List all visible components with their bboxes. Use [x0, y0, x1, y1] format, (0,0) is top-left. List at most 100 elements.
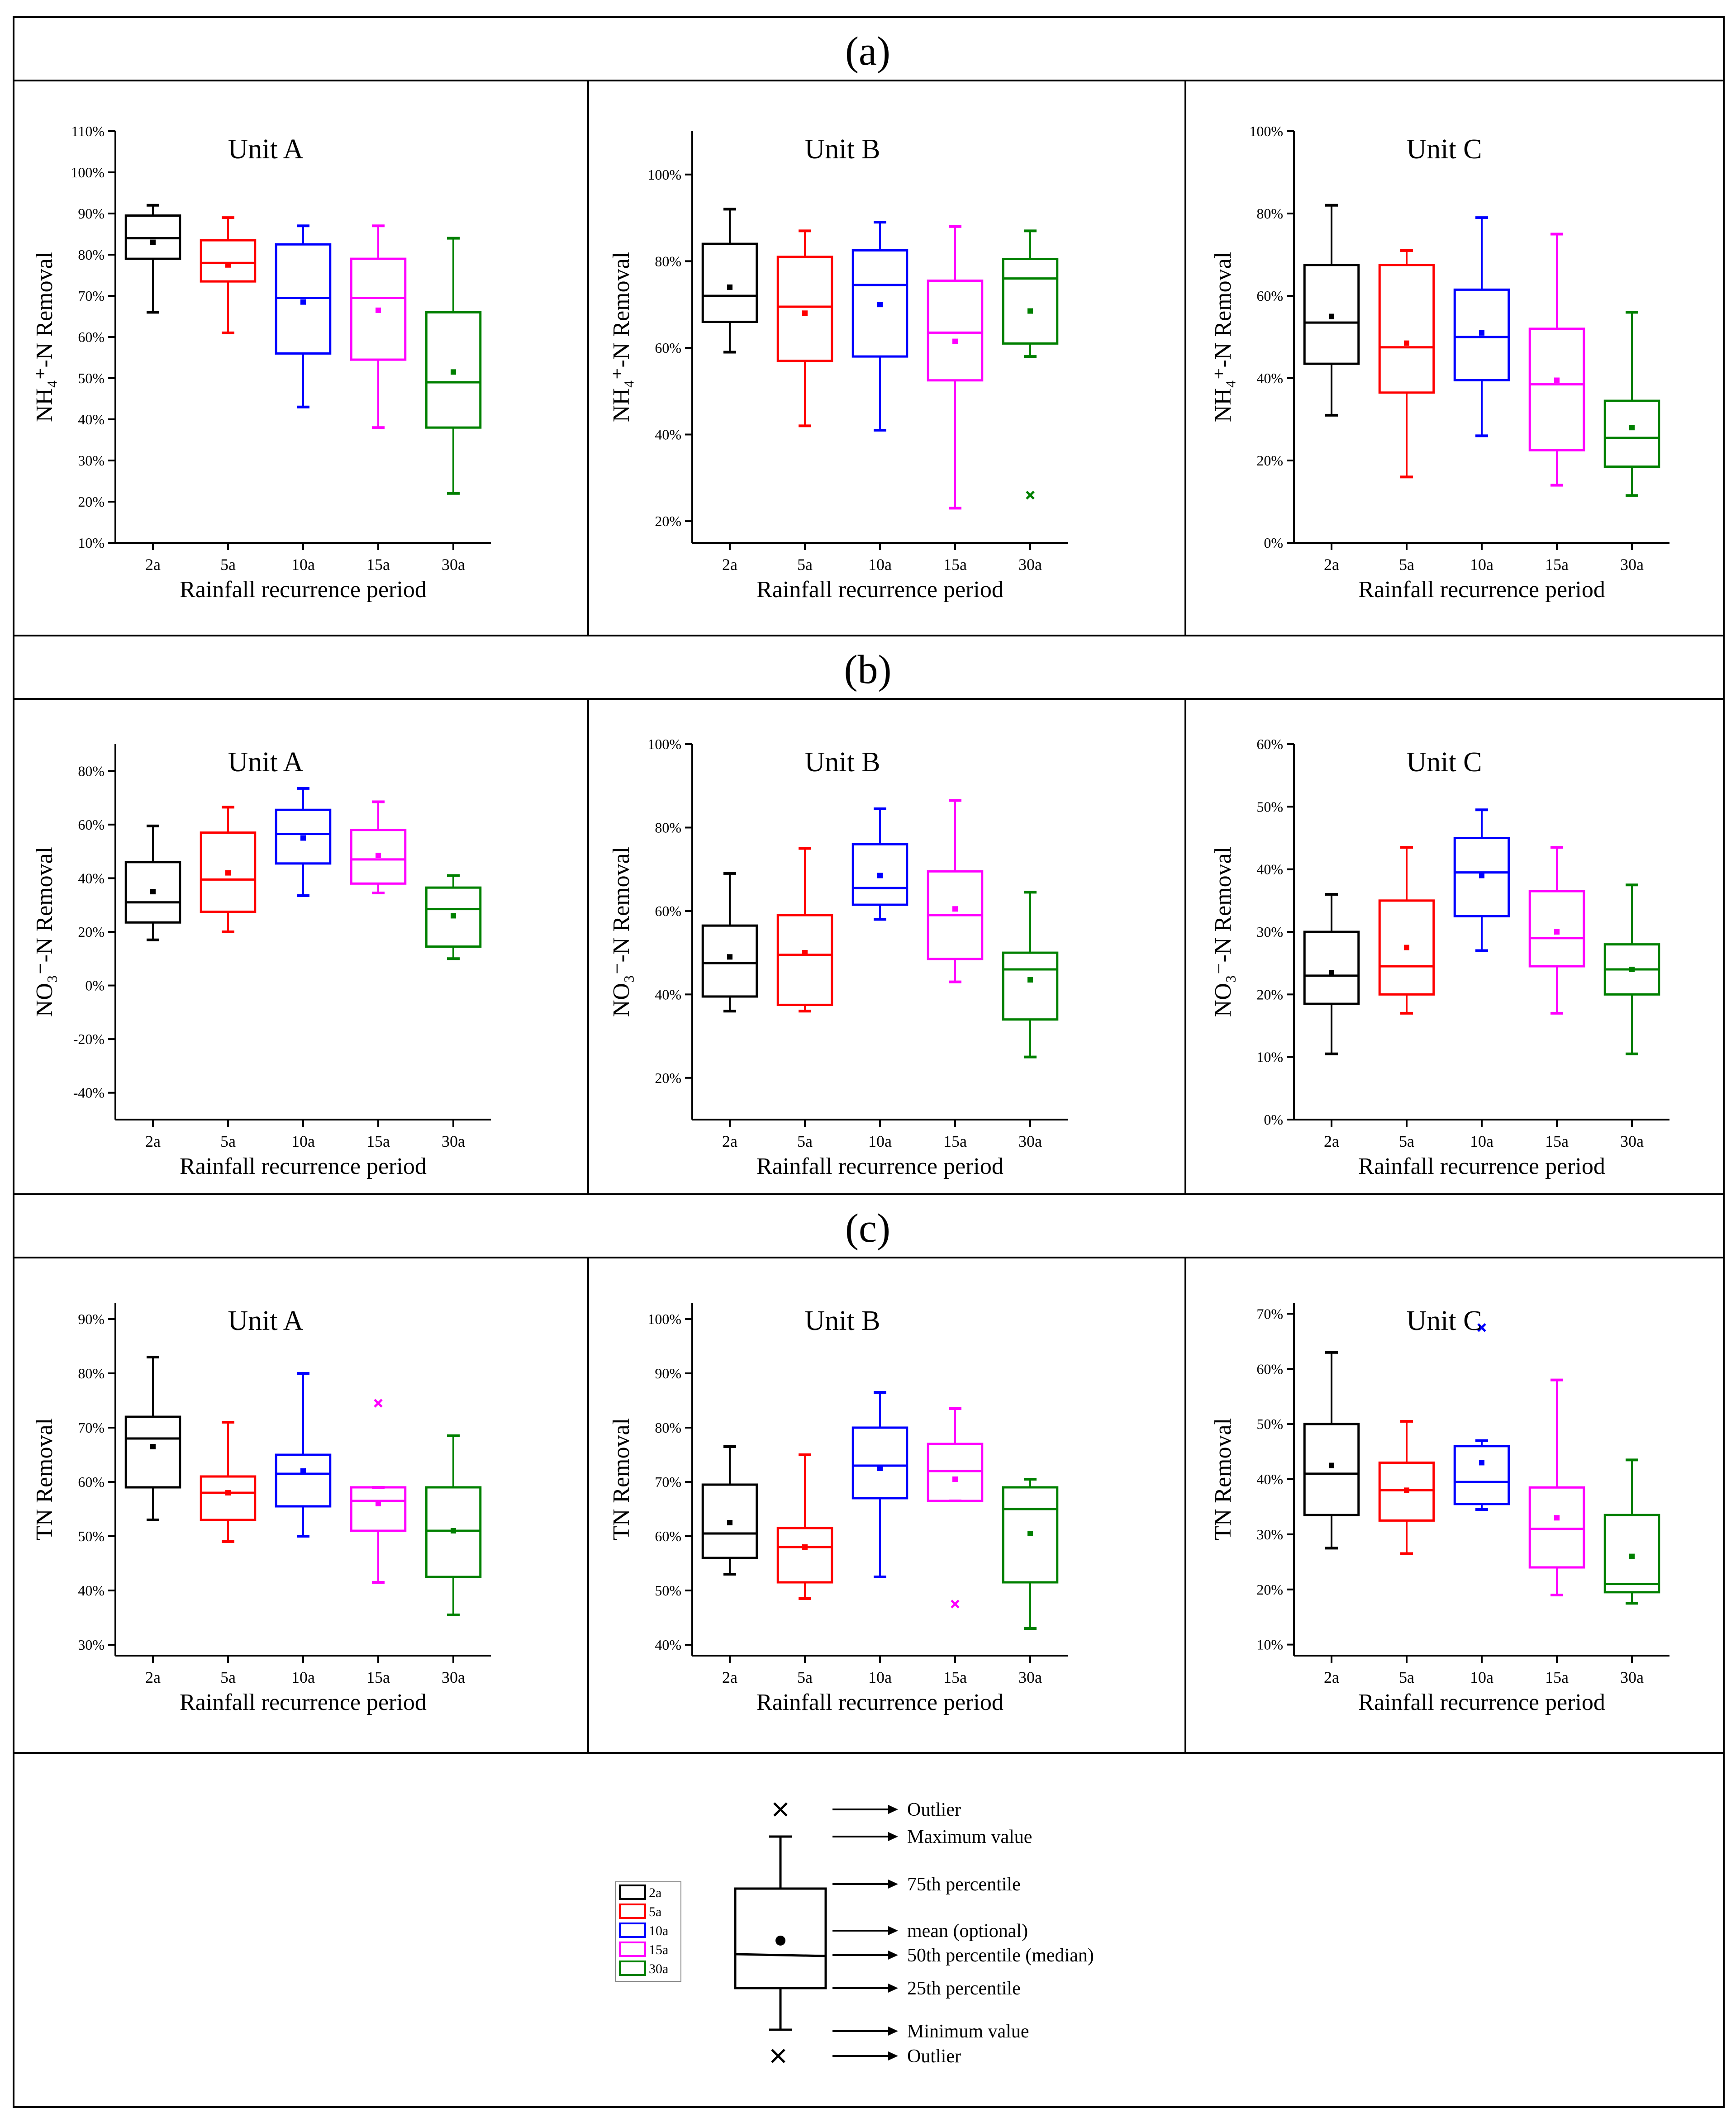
- mean-marker: [451, 913, 456, 919]
- mean-marker: [1629, 967, 1635, 972]
- box-10a: [1453, 808, 1510, 952]
- y-tick-label: 20%: [78, 924, 105, 940]
- chart-title: Unit A: [228, 1305, 303, 1336]
- y-tick-label: 0%: [85, 978, 105, 994]
- x-axis-label: Rainfall recurrence period: [1358, 1690, 1605, 1715]
- y-tick-label: 80%: [78, 1365, 105, 1381]
- mean-marker: [952, 906, 958, 912]
- iqr-box: [1378, 1461, 1435, 1522]
- box-30a: [1002, 891, 1059, 1059]
- schematic-outlier-bottom: [771, 2049, 785, 2063]
- y-tick-label: 70%: [78, 1419, 105, 1436]
- legend-label-2a: 2a: [649, 1885, 661, 1900]
- y-tick-label: 80%: [655, 1419, 681, 1436]
- mean-marker: [1479, 1460, 1484, 1466]
- y-tick-label: 0%: [1264, 535, 1283, 551]
- mean-marker: [451, 369, 456, 375]
- mean-marker: [376, 853, 381, 859]
- annotation-maximum: Maximum value: [907, 1827, 1032, 1847]
- box-30a: [1603, 1458, 1660, 1605]
- section-label-c: (c): [845, 1206, 890, 1251]
- x-tick-label: 30a: [1018, 1132, 1042, 1150]
- box-5a: [776, 229, 833, 427]
- y-tick-label: 60%: [655, 1528, 681, 1544]
- y-tick-label: 110%: [71, 123, 105, 139]
- iqr-box: [1528, 890, 1585, 968]
- box-5a: [1378, 1420, 1435, 1555]
- x-tick-label: 15a: [366, 1132, 390, 1150]
- y-tick-label: 40%: [1256, 370, 1283, 386]
- section-label-b: (b): [844, 647, 892, 692]
- x-tick-label: 2a: [145, 1668, 161, 1686]
- mean-marker: [952, 338, 958, 344]
- x-tick-label: 2a: [1324, 1132, 1339, 1150]
- y-tick-label: 90%: [78, 205, 105, 222]
- x-axis-label: Rainfall recurrence period: [180, 1690, 427, 1715]
- schematic-outlier-top: [773, 1802, 788, 1817]
- chart-title: Unit C: [1406, 747, 1482, 778]
- mean-marker: [1027, 977, 1033, 983]
- y-tick-label: 50%: [655, 1582, 681, 1599]
- y-tick-label: 60%: [78, 817, 105, 833]
- y-axis-label: NH₄⁺-N Removal: [32, 252, 57, 422]
- y-axis-label: NO₃⁻-N Removal: [32, 847, 57, 1017]
- y-tick-label: 20%: [78, 494, 105, 510]
- iqr-box: [1453, 288, 1510, 382]
- mean-marker: [1404, 340, 1409, 346]
- iqr-box: [1002, 258, 1059, 345]
- y-tick-label: 10%: [1256, 1637, 1283, 1653]
- y-tick-label: 40%: [655, 986, 681, 1002]
- iqr-box: [350, 257, 407, 361]
- y-tick-label: 100%: [1249, 123, 1283, 139]
- mean-marker: [1554, 929, 1560, 935]
- mean-marker: [225, 870, 231, 876]
- box-2a: [124, 824, 181, 941]
- mean-marker: [877, 1466, 883, 1471]
- box-30a: [1603, 311, 1660, 497]
- arrow-icon: [832, 1805, 898, 1814]
- chart-9: 10% 20% 30% 40% 50% 60% 70% 2a 5a 10a 15a 30a Unit C…: [1210, 1303, 1669, 1715]
- chart-title: Unit B: [804, 134, 880, 165]
- y-axis-label: TN Removal: [32, 1418, 57, 1540]
- iqr-box: [425, 311, 482, 429]
- arrow-head: [888, 1984, 898, 1993]
- box-5a: [776, 847, 833, 1013]
- box-15a: [927, 1407, 984, 1609]
- mean-marker: [802, 310, 808, 316]
- y-tick-label: 80%: [1256, 205, 1283, 222]
- y-tick-label: 40%: [1256, 1471, 1283, 1487]
- box-10a: [275, 787, 332, 897]
- x-tick-label: 30a: [1018, 1668, 1042, 1686]
- annotation-minimum: Minimum value: [907, 2021, 1029, 2042]
- x-tick-label: 2a: [145, 1132, 161, 1150]
- mean-marker: [1629, 425, 1635, 431]
- mean-marker: [1404, 945, 1409, 950]
- iqr-box: [776, 914, 833, 1006]
- chart-title: Unit B: [804, 1305, 880, 1336]
- mean-marker: [1027, 308, 1033, 314]
- x-tick-label: 10a: [1470, 555, 1493, 574]
- x-tick-label: 15a: [943, 1132, 967, 1150]
- box-2a: [701, 1445, 758, 1576]
- outlier-marker: [1477, 1323, 1486, 1332]
- arrow-icon: [832, 1880, 898, 1889]
- x-tick-label: 10a: [1470, 1668, 1493, 1686]
- mean-marker: [225, 262, 231, 268]
- chart-title: Unit C: [1406, 1305, 1482, 1336]
- arrow-icon: [832, 2027, 898, 2036]
- y-tick-label: 60%: [655, 903, 681, 919]
- mean-marker: [877, 873, 883, 878]
- box-30a: [1002, 1478, 1059, 1630]
- box-10a: [275, 224, 332, 408]
- y-tick-label: 40%: [78, 411, 105, 427]
- arrow-head: [888, 1832, 898, 1841]
- x-axis-label: Rainfall recurrence period: [756, 1690, 1004, 1715]
- mean-marker: [376, 307, 381, 313]
- x-tick-label: 5a: [220, 555, 236, 574]
- y-tick-label: 10%: [78, 535, 105, 551]
- x-tick-label: 2a: [722, 1668, 737, 1686]
- y-tick-label: 30%: [1256, 1526, 1283, 1543]
- mean-marker: [150, 1444, 156, 1449]
- y-tick-label: 50%: [1256, 1416, 1283, 1432]
- box-15a: [350, 1399, 407, 1584]
